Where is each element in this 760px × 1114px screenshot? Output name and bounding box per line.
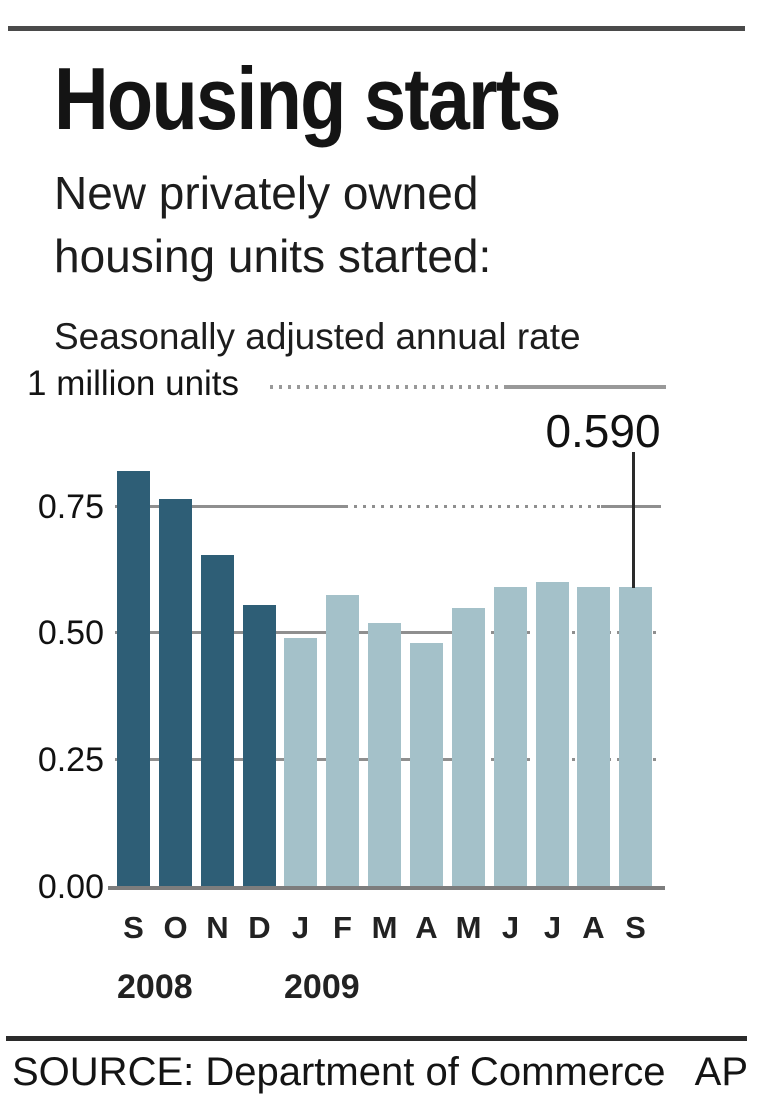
gridline-050-solid xyxy=(115,631,455,634)
xtick-month-5: F xyxy=(333,910,352,945)
bottom-rule xyxy=(6,1036,747,1041)
xtick-month-8: M xyxy=(455,910,482,945)
ytick-075: 0.75 xyxy=(37,488,104,526)
year-label-2008: 2008 xyxy=(117,968,193,1006)
gridline-075-solid xyxy=(115,505,345,508)
xtick-month-9: J xyxy=(501,910,520,945)
bar-S-0 xyxy=(117,471,150,886)
bar-N-2 xyxy=(201,555,234,886)
bar-J-4 xyxy=(284,638,317,886)
xtick-month-2: N xyxy=(206,910,229,945)
bar-F-5 xyxy=(326,595,359,886)
bar-S-12 xyxy=(619,587,652,886)
ytick-025: 0.25 xyxy=(37,741,104,779)
gridline-1ated-dotted xyxy=(270,385,507,389)
bar-A-11 xyxy=(577,587,610,886)
xtick-month-11: A xyxy=(582,910,605,945)
top-rule xyxy=(8,26,745,31)
chart-title: Housing starts xyxy=(54,49,561,148)
bar-M-8 xyxy=(452,608,485,886)
callout-pointer-line xyxy=(632,452,635,588)
xtick-month-10: J xyxy=(543,910,562,945)
bar-M-6 xyxy=(368,623,401,886)
gridline-075-cap xyxy=(601,505,661,508)
x-axis-line xyxy=(108,886,665,890)
xtick-month-6: M xyxy=(371,910,398,945)
xtick-month-0: S xyxy=(123,910,144,945)
chart-subtitle: New privately owned housing units starte… xyxy=(54,167,492,282)
bar-O-1 xyxy=(159,499,192,886)
xtick-month-12: S xyxy=(625,910,646,945)
year-label-2009: 2009 xyxy=(284,968,360,1006)
xtick-month-4: J xyxy=(291,910,310,945)
chart-note: Seasonally adjusted annual rate xyxy=(54,316,581,357)
bar-A-7 xyxy=(410,643,443,886)
ytick-050: 0.50 xyxy=(37,614,104,652)
gridline-075-dotted xyxy=(345,505,600,508)
xtick-month-1: O xyxy=(163,910,188,945)
bar-J-9 xyxy=(494,587,527,886)
xtick-month-7: A xyxy=(415,910,438,945)
ytick-000: 0.00 xyxy=(37,868,104,906)
agency-credit: AP xyxy=(694,1050,748,1094)
unit-axis-label: 1 million units xyxy=(27,364,240,403)
bar-D-3 xyxy=(243,605,276,886)
xtick-month-3: D xyxy=(248,910,271,945)
gridline-1-solid xyxy=(507,385,666,389)
bar-J-10 xyxy=(536,582,569,886)
latest-value-callout: 0.590 xyxy=(545,405,661,457)
source-credit: SOURCE: Department of Commerce xyxy=(12,1050,666,1094)
